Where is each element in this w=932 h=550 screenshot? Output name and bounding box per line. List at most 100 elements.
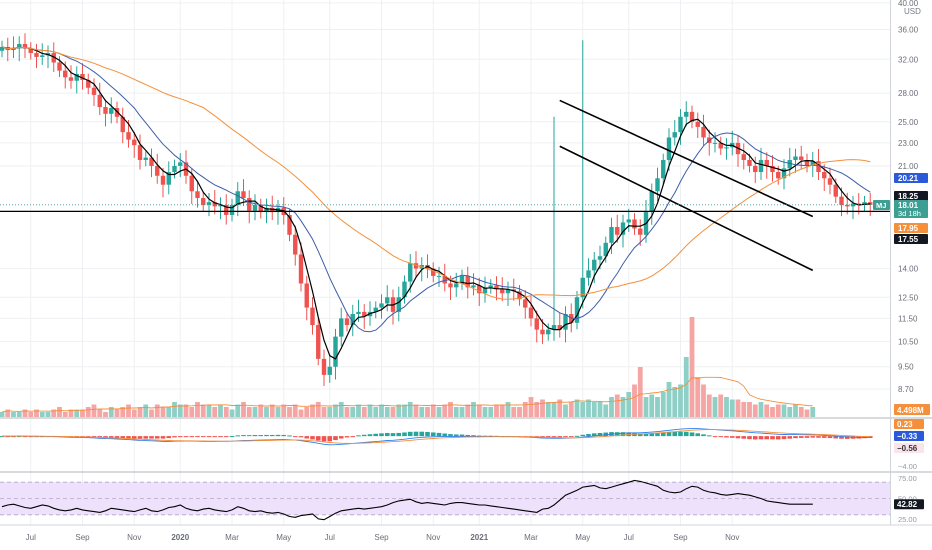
volume-bar <box>246 407 252 417</box>
volume-bar <box>701 384 706 417</box>
volume-bar <box>315 402 321 417</box>
macd-histogram-bar <box>453 434 459 437</box>
volume-bar <box>304 407 310 417</box>
volume-bar <box>80 409 85 417</box>
macd-histogram-bar <box>160 436 166 439</box>
candle-body <box>356 311 361 315</box>
volume-bar <box>729 399 735 417</box>
candle-body <box>632 219 637 229</box>
candle-body <box>316 325 321 359</box>
macd-histogram-bar <box>597 432 603 437</box>
volume-bar <box>706 394 712 417</box>
volume-bar <box>149 409 154 417</box>
macd-histogram-bar <box>200 436 206 438</box>
macd-histogram-bar <box>350 436 356 438</box>
price-tick-label: 40.00 <box>898 0 919 8</box>
candle-body <box>57 62 62 71</box>
volume-bar <box>591 402 597 417</box>
macd-histogram-bar <box>563 436 568 438</box>
macd-histogram-bar <box>752 436 758 440</box>
candle-body <box>17 43 22 49</box>
macd-histogram-bar <box>804 436 810 438</box>
candle-body <box>477 285 482 294</box>
volume-bar <box>154 404 160 417</box>
volume-bar <box>85 407 91 417</box>
rsi-tick-label: 75.00 <box>898 474 917 483</box>
candle-body <box>540 329 545 335</box>
candle-body <box>505 289 511 294</box>
macd-value-bg-2 <box>894 443 924 453</box>
volume-bar <box>597 402 603 417</box>
volume-bar <box>580 402 586 417</box>
macd-histogram-bar <box>586 434 591 437</box>
macd-histogram-bar <box>22 436 28 438</box>
rsi-tick-label: 25.00 <box>898 515 917 524</box>
macd-histogram-bar <box>839 436 844 439</box>
candle-body <box>189 175 194 192</box>
time-label: 2021 <box>470 533 488 542</box>
volume-bar <box>603 404 609 417</box>
macd-histogram-bar <box>833 436 839 439</box>
volume-bar <box>741 402 747 417</box>
candle-body <box>149 157 154 166</box>
volume-bar <box>333 404 338 417</box>
candle-body <box>28 48 33 54</box>
macd-histogram-bar <box>235 435 241 437</box>
volume-bar <box>223 407 229 417</box>
candle-body <box>304 283 309 308</box>
candle-body <box>482 287 488 294</box>
candle-body <box>661 159 666 179</box>
macd-value-bg-0 <box>894 419 924 429</box>
rsi-line <box>1 479 813 521</box>
volume-bar <box>522 402 528 417</box>
macd-tick-label: −4.00 <box>898 462 917 471</box>
time-label: Sep <box>374 533 389 542</box>
volume-bar <box>114 409 120 417</box>
volume-label-bg <box>894 404 930 415</box>
volume-bar <box>264 407 269 417</box>
macd-histogram-bar <box>373 433 379 437</box>
macd-value-label-1: −0.33 <box>897 432 918 441</box>
volume-bar <box>430 404 436 417</box>
volume-bar <box>586 399 591 417</box>
volume-bar <box>488 407 494 417</box>
candle-body <box>63 70 68 78</box>
candle-body <box>695 121 700 127</box>
volume-bar <box>281 404 287 417</box>
price-panel[interactable] <box>0 33 890 386</box>
price-axis[interactable]: 40.00 36.00 32.00 28.00 25.00 23.00 21.00 14.00… <box>873 0 928 394</box>
volume-bar <box>482 407 488 417</box>
volume-bar <box>34 409 39 417</box>
volume-bar <box>321 407 327 417</box>
macd-histogram-bar <box>844 436 850 439</box>
price-tick-label: 25.00 <box>898 118 919 127</box>
candle-body <box>270 207 275 213</box>
time-axis[interactable]: Jul Sep Nov 2020 Mar May Jul Sep Nov 2021 Mar May Ju… <box>26 533 740 542</box>
time-label: Jul <box>325 533 335 542</box>
time-label: Sep <box>75 533 90 542</box>
volume-bar <box>218 404 223 417</box>
volume-bar <box>660 392 666 417</box>
candle-body <box>298 254 304 284</box>
currency-label[interactable]: USD <box>904 7 921 16</box>
volume-bar <box>413 404 419 417</box>
macd-histogram-bar <box>798 436 804 438</box>
time-label: Nov <box>426 533 440 542</box>
price-tick-label: 28.00 <box>898 89 919 98</box>
volume-bar <box>229 409 235 417</box>
candle-body <box>373 307 378 312</box>
candle-body <box>799 156 804 160</box>
candle-body <box>626 219 631 223</box>
volume-bar <box>770 407 775 417</box>
candle-body <box>781 168 787 179</box>
macd-value-bg-1 <box>894 431 924 441</box>
volume-bar <box>614 394 620 417</box>
candle-body <box>195 191 200 199</box>
rsi-value-label: 42.82 <box>897 500 918 509</box>
volume-bar <box>11 412 16 417</box>
macd-histogram-bar <box>154 436 160 439</box>
candle-body <box>350 314 355 326</box>
volume-bar <box>39 412 45 417</box>
candle-body <box>155 165 160 176</box>
volume-bar <box>0 412 5 417</box>
